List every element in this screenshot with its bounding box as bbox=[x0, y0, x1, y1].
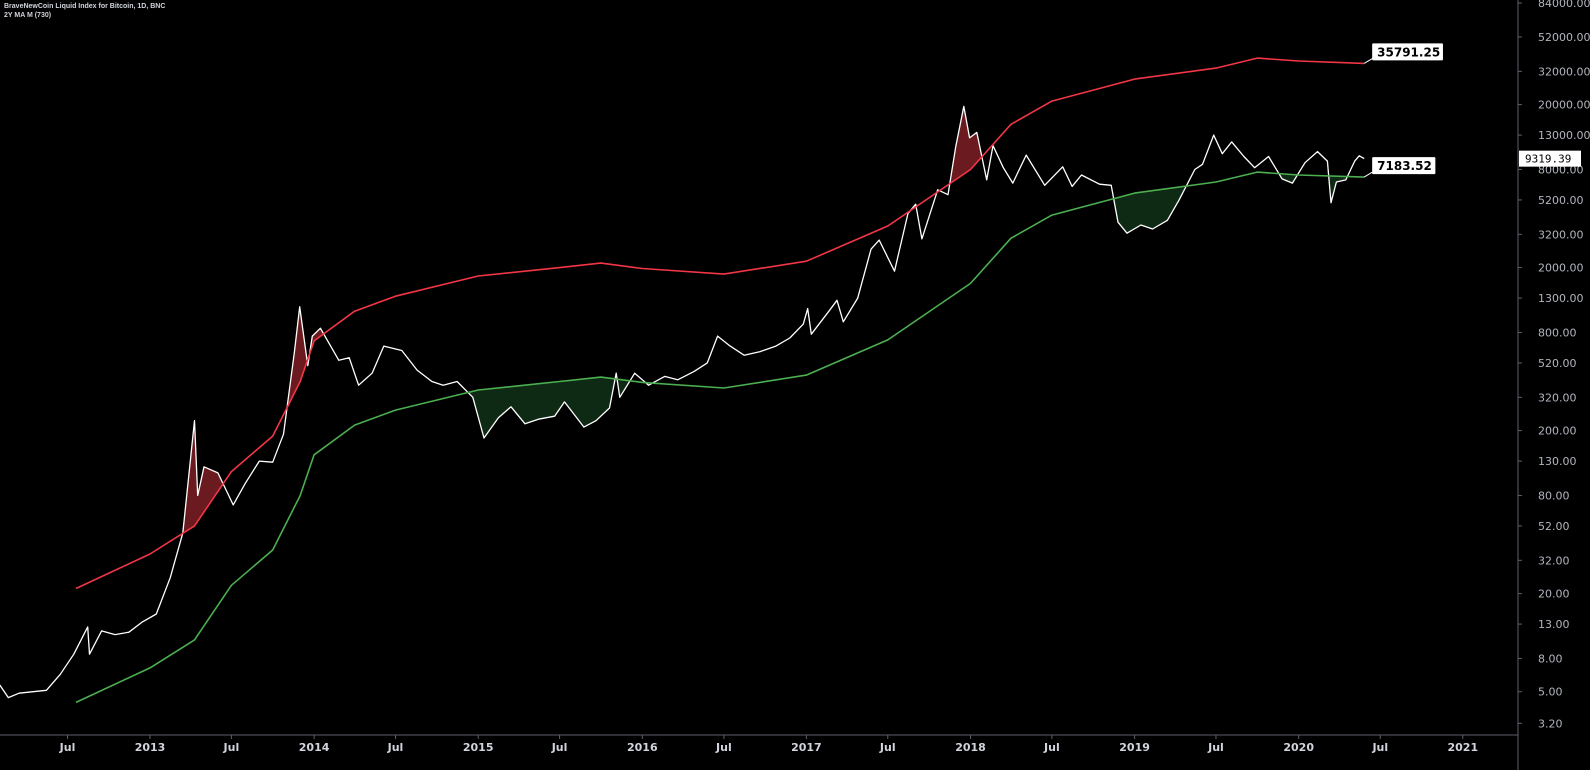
y-tick-label: 20.00 bbox=[1538, 588, 1570, 601]
undervalued-fill bbox=[468, 377, 615, 438]
undervalued-fill bbox=[1328, 175, 1348, 203]
x-tick-label: 2015 bbox=[463, 741, 494, 754]
y-tick-label: 3.20 bbox=[1538, 717, 1563, 730]
ma-value-tag-label: 7183.52 bbox=[1377, 159, 1432, 173]
upper-band-value-tag bbox=[1372, 43, 1443, 61]
x-tick-label: Jul bbox=[223, 741, 240, 754]
x-tick-label: 2016 bbox=[627, 741, 658, 754]
y-tick-label: 130.00 bbox=[1538, 455, 1577, 468]
overbought-fill bbox=[183, 422, 223, 534]
ma-value-tag bbox=[1372, 157, 1436, 175]
y-tick-label: 800.00 bbox=[1538, 326, 1577, 339]
y-tick-label: 520.00 bbox=[1538, 357, 1577, 370]
ma-2y-x5-line bbox=[75, 57, 1365, 590]
y-tick-label: 32000.00 bbox=[1538, 65, 1590, 78]
x-tick-label: Jul bbox=[1371, 741, 1388, 754]
x-tick-label: 2021 bbox=[1447, 741, 1478, 754]
y-tick-label: 1300.00 bbox=[1538, 292, 1584, 305]
current-price-label: 9319.39 bbox=[1525, 153, 1571, 166]
y-tick-label: 20000.00 bbox=[1538, 99, 1590, 112]
y-tick-label: 3200.00 bbox=[1538, 228, 1584, 241]
x-tick-label: 2020 bbox=[1283, 741, 1314, 754]
y-tick-label: 8.00 bbox=[1538, 652, 1563, 665]
chart-legend: BraveNewCoin Liquid Index for Bitcoin, 1… bbox=[4, 2, 165, 20]
undervalued-fill bbox=[617, 379, 630, 397]
x-tick-label: Jul bbox=[387, 741, 404, 754]
y-tick-label: 84000.00 bbox=[1538, 0, 1590, 10]
x-tick-label: 2019 bbox=[1119, 741, 1150, 754]
chart-fills bbox=[183, 107, 1348, 534]
y-tick-label: 5200.00 bbox=[1538, 194, 1584, 207]
x-tick-label: Jul bbox=[1043, 741, 1060, 754]
upper-band-value-tag-label: 35791.25 bbox=[1377, 45, 1440, 59]
x-tick-label: Jul bbox=[59, 741, 76, 754]
y-tick-label: 80.00 bbox=[1538, 489, 1570, 502]
x-tick-label: 2017 bbox=[791, 741, 822, 754]
undervalued-fill bbox=[1279, 173, 1298, 183]
undervalued-fill bbox=[1113, 186, 1187, 233]
y-tick-label: 13000.00 bbox=[1538, 129, 1590, 142]
x-tick-label: Jul bbox=[715, 741, 732, 754]
overbought-fill bbox=[287, 307, 308, 407]
y-tick-label: 2000.00 bbox=[1538, 262, 1584, 275]
overbought-fill bbox=[950, 107, 982, 184]
x-tick-label: 2013 bbox=[135, 741, 166, 754]
x-tick-label: Jul bbox=[879, 741, 896, 754]
chart-lines bbox=[0, 57, 1365, 704]
y-tick-label: 52.00 bbox=[1538, 520, 1570, 533]
legend-indicator: 2Y MA M (730) bbox=[4, 12, 52, 19]
y-tick-label: 200.00 bbox=[1538, 425, 1577, 438]
x-tick-label: Jul bbox=[551, 741, 568, 754]
legend-title: BraveNewCoin Liquid Index for Bitcoin, 1… bbox=[4, 3, 166, 10]
current-price-tag bbox=[1519, 150, 1581, 167]
x-tick-label: Jul bbox=[1207, 741, 1224, 754]
y-tick-label: 52000.00 bbox=[1538, 31, 1590, 44]
overbought-fill bbox=[310, 328, 324, 352]
y-tick-label: 13.00 bbox=[1538, 618, 1570, 631]
price-line bbox=[0, 105, 1365, 699]
chart-tags: 9319.39 35791.25 7183.52 bbox=[1363, 43, 1581, 178]
ma-2y-line bbox=[75, 171, 1365, 704]
y-tick-label: 32.00 bbox=[1538, 554, 1570, 567]
x-tick-label: 2018 bbox=[955, 741, 986, 754]
y-tick-label: 8000.00 bbox=[1538, 163, 1584, 176]
y-tick-label: 5.00 bbox=[1538, 686, 1563, 699]
y-tick-label: 320.00 bbox=[1538, 391, 1577, 404]
x-tick-label: 2014 bbox=[299, 741, 330, 754]
